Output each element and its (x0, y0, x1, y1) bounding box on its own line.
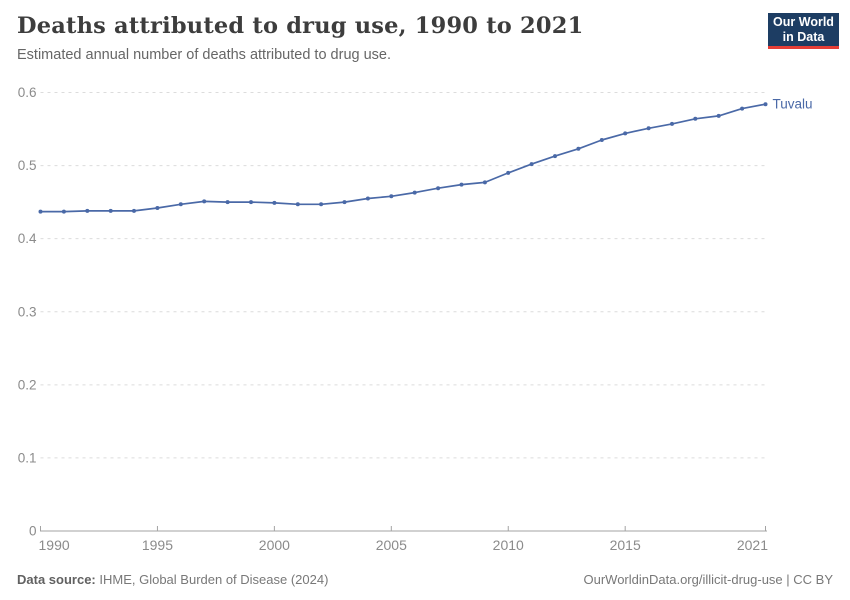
chart-footer: Data source: IHME, Global Burden of Dise… (17, 572, 833, 587)
data-point[interactable] (693, 116, 698, 121)
data-point[interactable] (506, 170, 511, 175)
x-tick-label: 1990 (39, 537, 70, 553)
data-point[interactable] (249, 200, 253, 205)
data-point[interactable] (529, 162, 534, 167)
data-point[interactable] (155, 206, 160, 210)
chart-header: Deaths attributed to drug use, 1990 to 2… (17, 12, 583, 63)
data-point[interactable] (646, 126, 651, 131)
data-point[interactable] (108, 208, 113, 213)
data-point[interactable] (61, 209, 66, 214)
data-points (38, 102, 768, 214)
data-point[interactable] (412, 190, 417, 195)
data-point[interactable] (178, 202, 183, 207)
data-point[interactable] (365, 196, 370, 201)
y-tick-label: 0.2 (18, 377, 37, 392)
series-label[interactable]: Tuvalu (773, 97, 813, 112)
owid-logo-line2: in Data (782, 30, 825, 44)
data-source-label: Data source: (17, 572, 96, 587)
data-point[interactable] (342, 200, 347, 205)
data-point[interactable] (716, 113, 721, 118)
data-point[interactable] (272, 200, 277, 205)
x-tick-label: 2021 (737, 537, 768, 553)
y-tick-label: 0 (29, 524, 37, 539)
y-gridlines: 0 0.1 0.2 0.3 0.4 0.5 0.6 (18, 85, 767, 539)
data-point[interactable] (553, 154, 557, 159)
data-point[interactable] (763, 102, 768, 107)
data-point[interactable] (85, 208, 90, 213)
data-point[interactable] (225, 200, 230, 205)
data-source: Data source: IHME, Global Burden of Dise… (17, 572, 328, 587)
data-line[interactable] (39, 103, 767, 213)
data-point[interactable] (319, 202, 324, 207)
data-point[interactable] (389, 194, 394, 199)
page-title: Deaths attributed to drug use, 1990 to 2… (17, 13, 584, 39)
y-tick-label: 0.6 (18, 85, 37, 100)
footer-link[interactable]: OurWorldinData.org/illicit-drug-use | CC… (583, 572, 834, 587)
data-point[interactable] (295, 202, 300, 207)
data-point[interactable] (576, 146, 581, 151)
y-tick-label: 0.4 (18, 231, 37, 246)
data-point[interactable] (436, 186, 441, 191)
y-tick-label: 0.1 (18, 450, 37, 465)
chart-subtitle: Estimated annual number of deaths attrib… (17, 47, 392, 63)
data-point[interactable] (132, 208, 136, 213)
x-tick-label: 2010 (493, 537, 524, 553)
data-source-text: IHME, Global Burden of Disease (2024) (99, 572, 329, 587)
data-point[interactable] (740, 106, 745, 111)
y-tick-label: 0.5 (18, 158, 37, 173)
data-point[interactable] (599, 138, 604, 142)
x-tick-label: 1995 (142, 537, 173, 553)
data-point[interactable] (623, 131, 628, 136)
owid-logo-line1: Our World (773, 15, 834, 29)
data-point[interactable] (202, 199, 207, 204)
y-tick-label: 0.3 (18, 304, 37, 319)
x-tick-label: 2015 (610, 537, 641, 553)
data-point[interactable] (38, 209, 43, 214)
x-axis: 1990 1995 2000 2005 2010 2015 2021 (39, 526, 768, 553)
x-tick-label: 2000 (259, 537, 290, 553)
owid-logo[interactable]: Our World in Data (768, 13, 839, 49)
data-point[interactable] (670, 121, 674, 126)
data-point[interactable] (459, 182, 464, 187)
x-tick-label: 2005 (376, 537, 407, 553)
data-point[interactable] (482, 180, 487, 185)
